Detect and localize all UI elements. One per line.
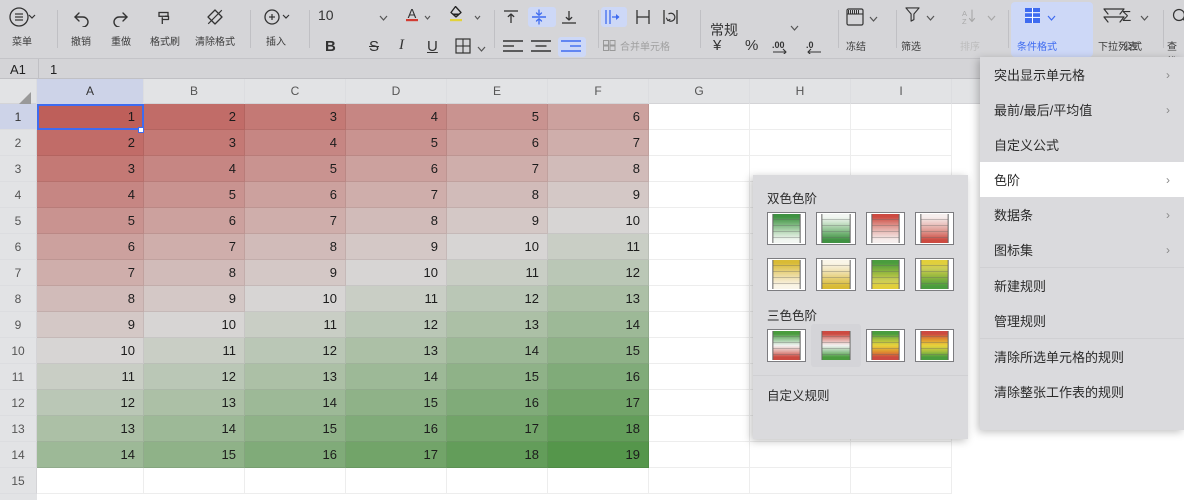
svg-text:Σ: Σ [1122, 8, 1131, 25]
svg-text:A: A [408, 6, 417, 21]
svg-text:.00: .00 [772, 40, 785, 50]
svg-text:Z: Z [962, 17, 967, 24]
svg-text:.0: .0 [806, 40, 814, 50]
